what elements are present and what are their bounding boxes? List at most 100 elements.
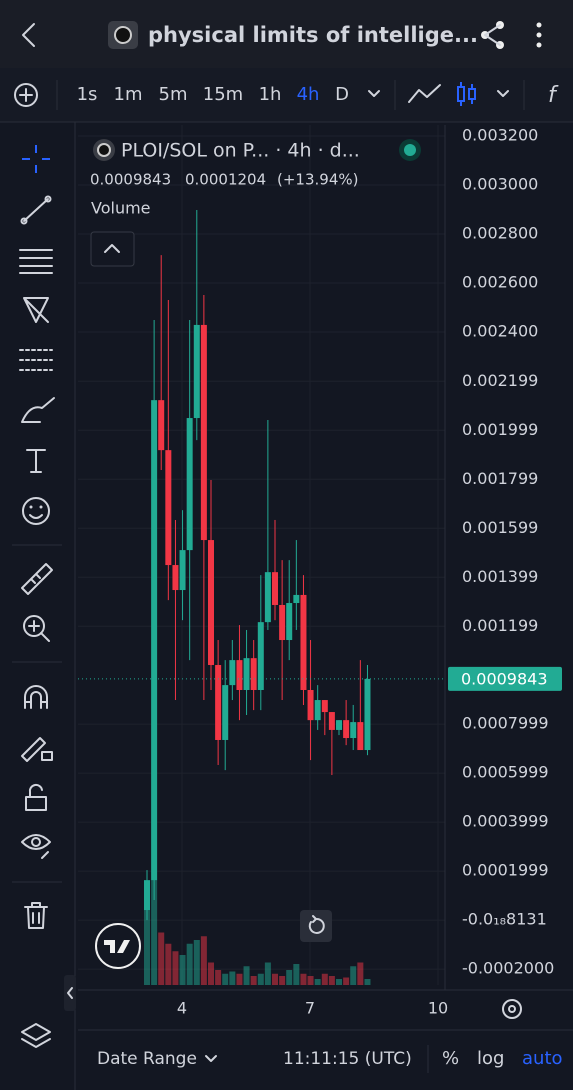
lines-tool[interactable] xyxy=(19,249,53,274)
drawing-sidebar xyxy=(12,145,62,1048)
collapse-legend-button[interactable] xyxy=(90,231,135,267)
percent-scale-button[interactable]: % xyxy=(442,1048,459,1069)
lock-drawings-tool[interactable] xyxy=(21,737,53,762)
brush-tool[interactable] xyxy=(21,397,55,423)
clock: 11:11:15 (UTC) xyxy=(283,1049,412,1069)
candle-body xyxy=(250,658,257,691)
volume-bar xyxy=(186,943,193,985)
candle-body xyxy=(151,400,158,881)
auto-scale-button[interactable]: auto xyxy=(522,1048,563,1069)
candle-body xyxy=(208,540,215,666)
line-chart-button[interactable] xyxy=(408,84,441,103)
candle-body xyxy=(336,720,343,730)
y-tick-label: 0.001999 xyxy=(462,420,538,439)
candle-body xyxy=(257,622,264,691)
ruler-tool[interactable] xyxy=(21,563,53,595)
pattern-tool[interactable] xyxy=(23,297,49,323)
symbol: PLOI/SOL on P... · 4h · d... xyxy=(121,140,360,162)
y-tick-label: 0.002199 xyxy=(462,371,538,390)
timeframe-button[interactable]: 4h xyxy=(297,84,320,105)
log-scale-button[interactable]: log xyxy=(477,1048,504,1069)
candle-body xyxy=(193,324,200,419)
unlock-tool[interactable] xyxy=(25,783,47,811)
volume-bar xyxy=(293,964,300,985)
candle-body xyxy=(307,690,314,721)
date-range-dropdown[interactable] xyxy=(205,1055,217,1062)
timeframe-button[interactable]: D xyxy=(335,84,349,105)
volume-label: Volume xyxy=(91,199,151,218)
volume-bar xyxy=(307,976,314,985)
volume-bar xyxy=(165,943,172,985)
y-tick-label: 0.002600 xyxy=(462,273,538,292)
axis-settings-button[interactable] xyxy=(502,999,522,1019)
fib-tool[interactable] xyxy=(19,349,53,371)
candle-body xyxy=(215,665,222,740)
top-bar xyxy=(0,0,573,68)
layers-button[interactable] xyxy=(21,1023,51,1048)
visibility-tool[interactable] xyxy=(21,834,51,859)
y-tick-label: 0.0007999 xyxy=(462,714,549,733)
share-button[interactable] xyxy=(481,21,504,49)
magnet-tool[interactable] xyxy=(24,685,48,709)
tradingview-logo[interactable] xyxy=(95,923,141,969)
volume-bar xyxy=(314,979,321,985)
volume-bar xyxy=(158,932,165,985)
y-tick-label: 0.003200 xyxy=(462,126,538,145)
volume-bar xyxy=(264,962,271,985)
zoom-tool[interactable] xyxy=(23,615,50,642)
menu-button[interactable] xyxy=(536,22,542,48)
volume-bar xyxy=(272,973,279,985)
candle-chart-button[interactable] xyxy=(457,82,476,106)
candle-body xyxy=(314,700,321,721)
volume-bar xyxy=(336,979,343,985)
timeframe-button[interactable]: 5m xyxy=(159,84,188,105)
y-tick-label: 0.002400 xyxy=(462,322,538,341)
y-tick-label: 0.001399 xyxy=(462,567,538,586)
x-tick-label: 7 xyxy=(305,999,315,1018)
chart-type-dropdown[interactable] xyxy=(497,90,509,97)
candle-body xyxy=(357,722,364,751)
volume-bar xyxy=(172,951,179,985)
candle-body xyxy=(328,712,335,730)
reset-chart-button[interactable] xyxy=(300,910,332,942)
candle-body xyxy=(350,722,357,739)
volume-bar xyxy=(357,962,364,985)
candle-body xyxy=(172,565,179,591)
y-tick-label: 0.001799 xyxy=(462,469,538,488)
y-tick-label: 0.001599 xyxy=(462,518,538,537)
y-tick-label: 0.002800 xyxy=(462,224,538,243)
date-range-button[interactable]: Date Range xyxy=(97,1049,197,1069)
collapse-arrow[interactable] xyxy=(67,987,73,999)
crosshair-tool[interactable] xyxy=(22,145,50,173)
back-button[interactable] xyxy=(22,23,35,47)
legend-change: 0.0001204 xyxy=(185,171,266,189)
text-tool[interactable] xyxy=(26,449,46,473)
indicator-fx[interactable]: f xyxy=(548,83,559,108)
add-indicator-button[interactable] xyxy=(14,83,38,107)
y-tick-label: 0.0001999 xyxy=(462,861,549,880)
timeframe-button[interactable]: 1h xyxy=(259,84,282,105)
timeframes: 1s 1m 5m 15m 1h 4h D xyxy=(77,84,349,105)
timeframe-dropdown[interactable] xyxy=(368,90,380,97)
timeframe-button[interactable]: 1s xyxy=(77,84,98,105)
collapse-handle[interactable] xyxy=(64,975,76,1011)
candle-body xyxy=(229,660,236,686)
volume-bar xyxy=(229,971,236,985)
plot-area xyxy=(78,125,445,985)
collapse-legend-icon[interactable] xyxy=(104,244,120,253)
delete-tool[interactable] xyxy=(24,902,48,929)
y-tick-label: 0.003000 xyxy=(462,175,538,194)
x-tick-label: 4 xyxy=(177,999,187,1018)
last-price-label: 0.0009843 xyxy=(461,669,548,688)
y-tick-label: -0.0002000 xyxy=(462,959,554,978)
legend-last: 0.0009843 xyxy=(90,171,171,189)
emoji-tool[interactable] xyxy=(22,497,50,525)
candle-body xyxy=(243,658,250,691)
candle-body xyxy=(179,550,186,591)
timeframe-button[interactable]: 1m xyxy=(114,84,143,105)
candle-body xyxy=(293,594,300,604)
timeframe-button[interactable]: 15m xyxy=(203,84,243,105)
volume-bar xyxy=(208,962,215,985)
trend-line-tool[interactable] xyxy=(20,195,52,225)
